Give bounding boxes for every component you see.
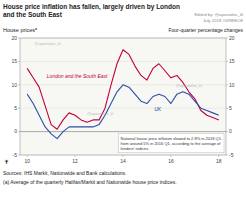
y2-tick-label: 0 bbox=[229, 128, 232, 134]
plot-area bbox=[20, 38, 226, 155]
footnote: (a) Average of the quarterly Halifax/Mar… bbox=[3, 179, 177, 185]
grid-line bbox=[20, 108, 226, 109]
y2-axis-label: Four-quarter percentage changes bbox=[169, 27, 244, 33]
y2-tick bbox=[226, 131, 228, 132]
x-tick bbox=[218, 155, 219, 157]
grid-line bbox=[20, 61, 226, 62]
text-line: Edited by: @apostolos_kl bbox=[194, 12, 243, 17]
y-tick-label: 10 bbox=[11, 82, 17, 88]
y-tick-label: -5 bbox=[13, 152, 18, 158]
x-tick bbox=[75, 155, 76, 157]
zero-line bbox=[20, 131, 226, 132]
y2-tick-label: 5 bbox=[229, 105, 232, 111]
text-line: and the South East bbox=[3, 11, 63, 18]
x-tick bbox=[27, 155, 28, 157]
y-axis-label: House pricesᵃ bbox=[3, 27, 38, 33]
watermark: @apostolos_kl bbox=[34, 41, 60, 46]
watermark: @apostolos_kl bbox=[87, 111, 113, 116]
y-tick bbox=[18, 131, 20, 132]
series-line bbox=[27, 50, 219, 130]
series-line bbox=[27, 85, 219, 139]
note-frame bbox=[119, 134, 224, 153]
y2-tick-label: 20 bbox=[229, 35, 235, 41]
source: Sources: IHS Markit, Nationwide and Bank… bbox=[3, 170, 126, 176]
y-tick bbox=[18, 155, 20, 156]
y2-tick bbox=[226, 84, 228, 85]
y2-tick bbox=[226, 61, 228, 62]
y-tick bbox=[18, 108, 20, 109]
text-line: July 2018 #GREECE bbox=[203, 18, 243, 23]
text-line: House price inflation has fallen, largel… bbox=[3, 3, 180, 11]
y-tick bbox=[18, 61, 20, 62]
y2-tick bbox=[226, 155, 228, 156]
x-tick-label: 14 bbox=[120, 158, 126, 164]
x-tick-label: 12 bbox=[72, 158, 78, 164]
y-tick-label: 5 bbox=[14, 105, 17, 111]
chart: House price inflation has fallen, largel… bbox=[0, 0, 246, 204]
y2-tick bbox=[226, 108, 228, 109]
note-box: National house price inflation slowed to… bbox=[119, 134, 224, 153]
y-tick bbox=[18, 38, 20, 39]
y2-tick-label: 15 bbox=[229, 58, 235, 64]
series-label: UK bbox=[154, 106, 162, 112]
plot-lines bbox=[27, 50, 219, 139]
plot-frame bbox=[20, 38, 226, 155]
credit: Edited by: @apostolos_klJuly 2018 #GREEC… bbox=[194, 12, 243, 23]
x-tick-label: 16 bbox=[168, 158, 174, 164]
y2-tick bbox=[226, 38, 228, 39]
series-label: London and the South East bbox=[47, 73, 108, 79]
text-line: lenders' indices. bbox=[121, 146, 150, 151]
y-tick bbox=[18, 84, 20, 85]
x-tick bbox=[123, 155, 124, 157]
y-tick-label: 0 bbox=[14, 128, 17, 134]
y2-tick-label: 10 bbox=[229, 82, 235, 88]
x-tick-label: 18 bbox=[216, 158, 222, 164]
note: National house price inflation slowed to… bbox=[121, 136, 222, 151]
y-tick-label: 15 bbox=[11, 58, 17, 64]
x-tick bbox=[170, 155, 171, 157]
y-tick-label: 20 bbox=[11, 35, 17, 41]
x-tick-label: 10 bbox=[24, 158, 30, 164]
title: House price inflation has fallen, largel… bbox=[3, 3, 180, 18]
dagger: ✝ bbox=[4, 159, 9, 165]
y2-tick-label: -5 bbox=[229, 152, 234, 158]
watermark: @apostolos_kl bbox=[176, 83, 202, 88]
